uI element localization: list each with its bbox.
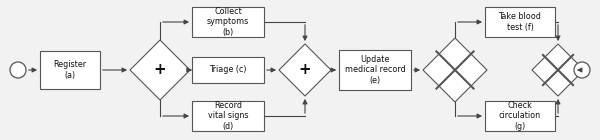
Text: Register
(a): Register (a) (53, 60, 86, 80)
Bar (485, 101, 555, 131)
Bar (339, 50, 411, 90)
Polygon shape (532, 44, 584, 96)
Text: Record
vital signs
(d): Record vital signs (d) (208, 101, 248, 131)
Text: Take blood
test (f): Take blood test (f) (499, 12, 541, 32)
Text: +: + (299, 62, 311, 78)
Text: Collect
symptoms
(b): Collect symptoms (b) (207, 7, 249, 37)
Bar (192, 7, 264, 37)
Bar (40, 51, 100, 89)
Polygon shape (279, 44, 331, 96)
Bar (192, 101, 264, 131)
Text: Check
circulation
(g): Check circulation (g) (499, 101, 541, 131)
Polygon shape (423, 38, 487, 102)
Circle shape (10, 62, 26, 78)
Polygon shape (130, 40, 190, 100)
Text: +: + (154, 62, 166, 78)
Text: Triage (c): Triage (c) (209, 66, 247, 74)
Bar (485, 7, 555, 37)
Bar (192, 57, 264, 83)
Text: Update
medical record
(e): Update medical record (e) (344, 55, 406, 85)
Circle shape (574, 62, 590, 78)
